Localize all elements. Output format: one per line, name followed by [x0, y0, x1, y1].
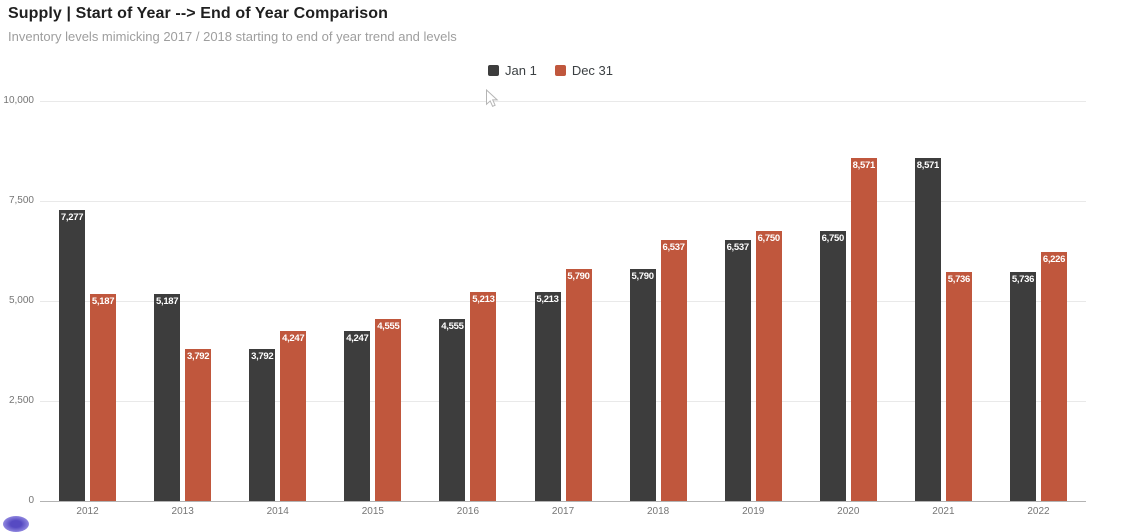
bar-value-label: 5,736: [1011, 273, 1035, 285]
y-axis-tick-label: 2,500: [8, 395, 34, 406]
bar-dec-31-2019[interactable]: 6,750: [755, 231, 782, 501]
bar-value-label: 6,750: [821, 233, 845, 244]
x-axis-label-2019: 2019: [742, 506, 765, 517]
y-axis-tick-label: 7,500: [8, 195, 34, 206]
x-axis-label-2022: 2022: [1027, 506, 1050, 517]
bar-jan-1-2018[interactable]: 5,790: [629, 269, 656, 501]
x-axis-label-2021: 2021: [932, 506, 955, 517]
gridline-2500: [40, 401, 1086, 402]
bar-dec-31-2017[interactable]: 5,790: [565, 269, 592, 501]
x-axis-label-2020: 2020: [837, 506, 860, 517]
bar-value-label: 4,247: [282, 333, 305, 345]
bar-value-label: 5,790: [631, 271, 654, 283]
bar-value-label: 6,537: [662, 241, 685, 253]
bar-value-label: 3,792: [251, 351, 274, 363]
bar-dec-31-2022[interactable]: 6,226: [1040, 251, 1067, 501]
legend-label: Dec 31: [571, 62, 614, 78]
bar-value-label: 6,226: [1042, 253, 1066, 265]
recording-bubble[interactable]: [3, 516, 29, 532]
legend-swatch-dec-31-icon: [554, 64, 566, 76]
bar-dec-31-2021[interactable]: 5,736: [945, 271, 972, 501]
bar-group-2014: 3,792 4,247 2014: [230, 101, 325, 517]
bar-jan-1-2014[interactable]: 3,792: [249, 349, 276, 501]
bar-value-label: 6,537: [726, 241, 750, 253]
bar-value-label: 5,187: [91, 295, 115, 307]
bar-dec-31-2018[interactable]: 6,537: [660, 239, 687, 501]
bar-dec-31-2013[interactable]: 3,792: [185, 349, 212, 501]
bar-dec-31-2015[interactable]: 4,555: [375, 318, 402, 501]
bar-value-label: 5,213: [536, 294, 559, 306]
x-axis-label-2016: 2016: [456, 506, 480, 517]
bar-group-2015: 4,247 4,555 2015: [325, 101, 420, 517]
bar-group-2019: 6,537 6,750 2019: [706, 101, 801, 517]
bar-dec-31-2016[interactable]: 5,213: [470, 292, 497, 501]
bar-value-label: 5,213: [472, 294, 495, 306]
bar-value-label: 8,571: [852, 160, 876, 172]
bar-value-label: 4,555: [377, 320, 400, 332]
chart-subtitle: Inventory levels mimicking 2017 / 2018 s…: [8, 29, 457, 44]
bar-jan-1-2020[interactable]: 6,750: [819, 231, 846, 501]
bar-dec-31-2014[interactable]: 4,247: [280, 331, 307, 501]
bar-value-label: 4,555: [441, 320, 464, 332]
bar-value-label: 4,247: [346, 333, 369, 345]
bar-group-2021: 8,571 5,736 2021: [896, 101, 991, 517]
bar-jan-1-2012[interactable]: 7,277: [59, 209, 86, 501]
bar-value-label: 5,736: [947, 273, 971, 285]
y-axis-tick-label: 0: [28, 495, 34, 506]
bar-jan-1-2013[interactable]: 5,187: [154, 293, 181, 501]
bar-jan-1-2016[interactable]: 4,555: [439, 318, 466, 501]
bar-value-label: 5,790: [567, 271, 590, 283]
bar-dec-31-2012[interactable]: 5,187: [90, 293, 117, 501]
bar-value-label: 8,571: [916, 160, 940, 172]
bar-jan-1-2019[interactable]: 6,537: [724, 239, 751, 501]
y-axis-tick-label: 10,000: [3, 95, 34, 106]
x-axis-label-2017: 2017: [551, 506, 575, 517]
gridline-5000: [40, 301, 1086, 302]
x-axis-label-2014: 2014: [266, 506, 289, 517]
y-axis-tick-label: 5,000: [8, 295, 34, 306]
gridline-0: [40, 501, 1086, 502]
legend: Jan 1 Dec 31: [488, 62, 613, 78]
bar-value-label: 6,750: [757, 233, 781, 244]
gridline-10000: [40, 101, 1086, 102]
bar-jan-1-2015[interactable]: 4,247: [344, 331, 371, 501]
bar-jan-1-2017[interactable]: 5,213: [534, 292, 561, 501]
bar-group-2012: 7,277 5,187 2012: [40, 101, 135, 517]
legend-item-jan-1[interactable]: Jan 1: [488, 63, 537, 78]
x-axis-label-2018: 2018: [646, 506, 670, 517]
plot-area: 7,277 5,187 2012 5,187 3,792 2013 3,792 4,247 20…: [40, 101, 1086, 517]
bar-jan-1-2021[interactable]: 8,571: [914, 158, 941, 501]
bar-group-2018: 5,790 6,537 2018: [611, 101, 706, 517]
gridline-7500: [40, 201, 1086, 202]
legend-label: Jan 1: [505, 62, 537, 78]
bar-value-label: 5,187: [156, 295, 179, 307]
x-axis-label-2015: 2015: [361, 506, 384, 517]
legend-item-dec-31[interactable]: Dec 31: [554, 62, 614, 78]
bar-value-label: 7,277: [60, 211, 84, 223]
bar-jan-1-2022[interactable]: 5,736: [1009, 271, 1036, 501]
bar-group-2017: 5,213 5,790 2017: [515, 101, 610, 517]
bar-dec-31-2020[interactable]: 8,571: [850, 158, 877, 501]
bar-group-2016: 4,555 5,213 2016: [420, 101, 515, 517]
bar-group-2020: 6,750 8,571 2020: [801, 101, 896, 517]
bar-value-label: 3,792: [187, 351, 210, 363]
legend-swatch-jan-1-icon: [488, 64, 499, 76]
bar-group-2013: 5,187 3,792 2013: [135, 101, 230, 517]
x-axis-label-2013: 2013: [171, 506, 194, 517]
bar-group-2022: 5,736 6,226 2022: [991, 101, 1086, 517]
x-axis-label-2012: 2012: [76, 506, 99, 517]
chart-title: Supply | Start of Year --> End of Year C…: [8, 5, 388, 22]
